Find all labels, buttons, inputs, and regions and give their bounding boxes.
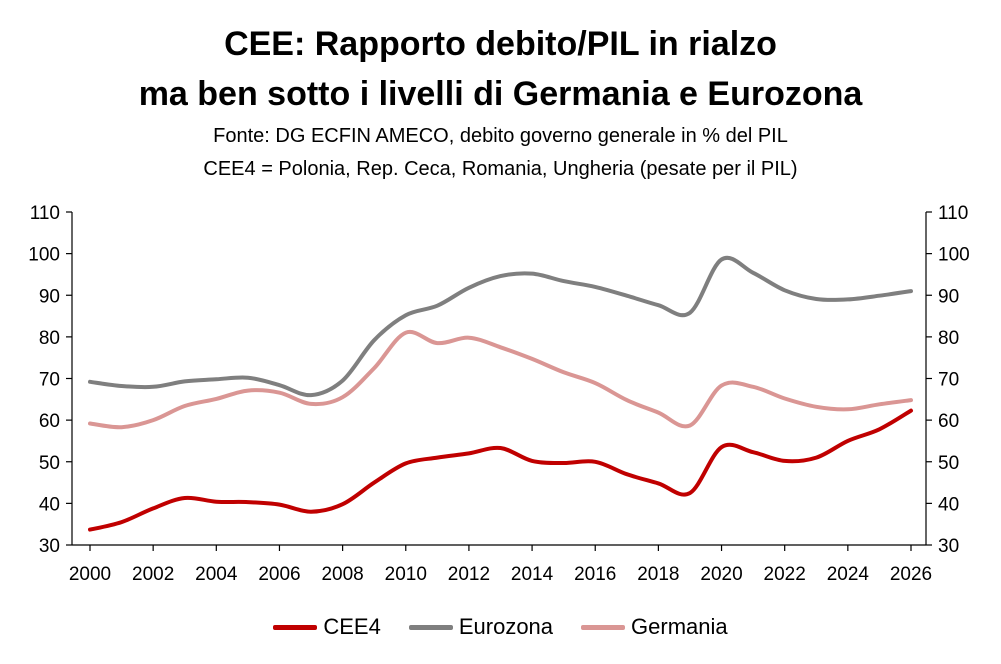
x-tick-label: 2026 — [890, 564, 932, 585]
legend-item-germania: Germania — [581, 614, 728, 640]
chart-title-line-1: CEE: Rapporto debito/PIL in rialzo — [224, 25, 777, 63]
x-tick-label: 2024 — [827, 564, 870, 585]
x-tick-label: 2010 — [385, 564, 427, 585]
y-tick-label-right: 100 — [938, 245, 970, 266]
y-tick-label-left: 60 — [39, 411, 60, 432]
x-tick-label: 2012 — [448, 564, 490, 585]
y-tick-label-left: 70 — [39, 370, 60, 391]
series-line-cee4 — [88, 408, 913, 532]
legend-item-eurozona: Eurozona — [408, 614, 554, 640]
y-tick-label-left: 110 — [30, 203, 60, 224]
x-tick-label: 2002 — [132, 564, 174, 585]
x-tick-label: 2022 — [764, 564, 806, 585]
y-tick-label-right: 60 — [938, 411, 959, 432]
y-tick-label-right: 110 — [938, 203, 968, 224]
x-tick-label: 2008 — [321, 564, 363, 585]
x-tick-label: 2014 — [511, 564, 554, 585]
x-tick-label: 2004 — [195, 564, 238, 585]
y-tick-label-right: 80 — [938, 328, 959, 349]
series-line-eurozona — [88, 255, 913, 398]
y-tick-label-left: 30 — [39, 536, 60, 557]
legend-swatch-cee4 — [273, 624, 318, 630]
y-tick-label-right: 70 — [938, 370, 959, 391]
chart-legend: CEE4 Eurozona Germania — [0, 612, 1001, 642]
legend-label-cee4: CEE4 — [323, 614, 381, 639]
y-tick-label-left: 100 — [28, 245, 60, 266]
chart-title-line-2: ma ben sotto i livelli di Germania e Eur… — [138, 75, 863, 113]
y-tick-label-left: 50 — [39, 453, 60, 474]
y-tick-label-left: 90 — [39, 286, 60, 307]
legend-swatch-germania — [581, 624, 626, 630]
x-tick-label: 2000 — [69, 564, 111, 585]
chart-subtitle-note: CEE4 = Polonia, Rep. Ceca, Romania, Ungh… — [203, 158, 798, 180]
legend-label-eurozona: Eurozona — [458, 614, 554, 639]
x-tick-label: 2020 — [700, 564, 742, 585]
y-tick-label-right: 90 — [938, 286, 959, 307]
y-tick-label-left: 80 — [39, 328, 60, 349]
y-tick-label-right: 30 — [938, 536, 959, 557]
y-tick-label-right: 40 — [938, 494, 959, 515]
chart-subtitle-source: Fonte: DG ECFIN AMECO, debito governo ge… — [213, 125, 788, 147]
y-tick-label-left: 40 — [39, 494, 60, 515]
x-tick-label: 2018 — [637, 564, 679, 585]
legend-swatch-eurozona — [408, 624, 453, 630]
x-tick-label: 2006 — [258, 564, 300, 585]
y-tick-label-right: 50 — [938, 453, 959, 474]
legend-label-germania: Germania — [631, 614, 728, 639]
x-tick-label: 2016 — [574, 564, 616, 585]
series-line-germania — [88, 329, 913, 430]
legend-item-cee4: CEE4 — [273, 614, 381, 640]
